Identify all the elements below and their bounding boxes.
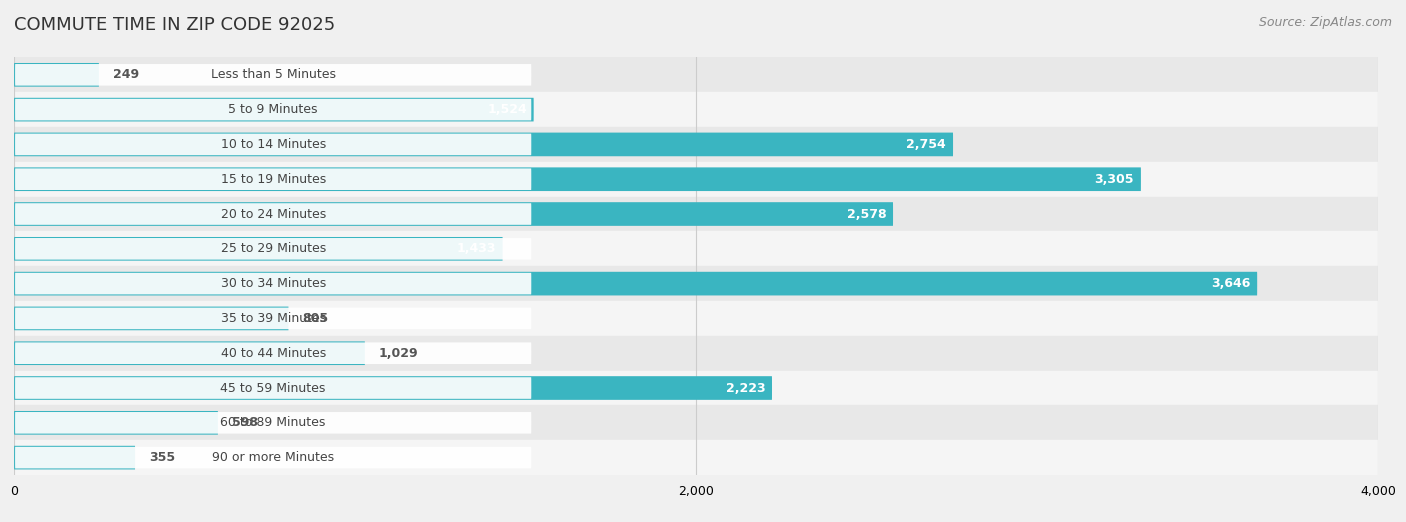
Text: 1,524: 1,524 bbox=[486, 103, 527, 116]
FancyBboxPatch shape bbox=[14, 98, 534, 122]
FancyBboxPatch shape bbox=[14, 376, 772, 400]
Text: 10 to 14 Minutes: 10 to 14 Minutes bbox=[221, 138, 326, 151]
FancyBboxPatch shape bbox=[15, 412, 531, 434]
Text: Less than 5 Minutes: Less than 5 Minutes bbox=[211, 68, 336, 81]
FancyBboxPatch shape bbox=[14, 306, 288, 330]
Text: 20 to 24 Minutes: 20 to 24 Minutes bbox=[221, 208, 326, 220]
Bar bbox=[14, 440, 1378, 475]
FancyBboxPatch shape bbox=[15, 99, 531, 121]
Text: 805: 805 bbox=[302, 312, 328, 325]
Text: 2,578: 2,578 bbox=[846, 208, 886, 220]
Text: 30 to 34 Minutes: 30 to 34 Minutes bbox=[221, 277, 326, 290]
FancyBboxPatch shape bbox=[15, 134, 531, 155]
FancyBboxPatch shape bbox=[14, 133, 953, 156]
FancyBboxPatch shape bbox=[15, 203, 531, 225]
Text: 40 to 44 Minutes: 40 to 44 Minutes bbox=[221, 347, 326, 360]
FancyBboxPatch shape bbox=[14, 411, 218, 435]
Text: 15 to 19 Minutes: 15 to 19 Minutes bbox=[221, 173, 326, 186]
FancyBboxPatch shape bbox=[14, 202, 893, 226]
FancyBboxPatch shape bbox=[15, 238, 531, 259]
FancyBboxPatch shape bbox=[14, 272, 1257, 295]
Bar bbox=[14, 197, 1378, 231]
Text: 598: 598 bbox=[232, 417, 257, 429]
Text: 60 to 89 Minutes: 60 to 89 Minutes bbox=[221, 417, 326, 429]
Text: 249: 249 bbox=[112, 68, 139, 81]
Text: COMMUTE TIME IN ZIP CODE 92025: COMMUTE TIME IN ZIP CODE 92025 bbox=[14, 16, 335, 33]
Bar bbox=[14, 162, 1378, 197]
Text: 90 or more Minutes: 90 or more Minutes bbox=[212, 451, 335, 464]
Bar bbox=[14, 406, 1378, 440]
Text: 45 to 59 Minutes: 45 to 59 Minutes bbox=[221, 382, 326, 395]
Bar bbox=[14, 301, 1378, 336]
Text: 5 to 9 Minutes: 5 to 9 Minutes bbox=[228, 103, 318, 116]
Text: 2,223: 2,223 bbox=[725, 382, 765, 395]
FancyBboxPatch shape bbox=[15, 64, 531, 86]
FancyBboxPatch shape bbox=[14, 446, 135, 469]
FancyBboxPatch shape bbox=[14, 237, 503, 260]
Text: 3,646: 3,646 bbox=[1211, 277, 1250, 290]
FancyBboxPatch shape bbox=[15, 307, 531, 329]
FancyBboxPatch shape bbox=[15, 377, 531, 399]
FancyBboxPatch shape bbox=[15, 447, 531, 468]
Bar bbox=[14, 57, 1378, 92]
Text: 1,029: 1,029 bbox=[378, 347, 418, 360]
Bar bbox=[14, 371, 1378, 406]
Text: 355: 355 bbox=[149, 451, 174, 464]
Bar bbox=[14, 336, 1378, 371]
Text: Source: ZipAtlas.com: Source: ZipAtlas.com bbox=[1258, 16, 1392, 29]
Text: 3,305: 3,305 bbox=[1095, 173, 1135, 186]
FancyBboxPatch shape bbox=[15, 273, 531, 294]
Bar bbox=[14, 127, 1378, 162]
FancyBboxPatch shape bbox=[14, 341, 366, 365]
Bar bbox=[14, 92, 1378, 127]
Text: 25 to 29 Minutes: 25 to 29 Minutes bbox=[221, 242, 326, 255]
Bar bbox=[14, 231, 1378, 266]
Text: 2,754: 2,754 bbox=[907, 138, 946, 151]
FancyBboxPatch shape bbox=[15, 169, 531, 190]
FancyBboxPatch shape bbox=[14, 168, 1140, 191]
Text: 1,433: 1,433 bbox=[457, 242, 496, 255]
Bar bbox=[14, 266, 1378, 301]
FancyBboxPatch shape bbox=[15, 342, 531, 364]
Text: 35 to 39 Minutes: 35 to 39 Minutes bbox=[221, 312, 326, 325]
FancyBboxPatch shape bbox=[14, 63, 98, 87]
